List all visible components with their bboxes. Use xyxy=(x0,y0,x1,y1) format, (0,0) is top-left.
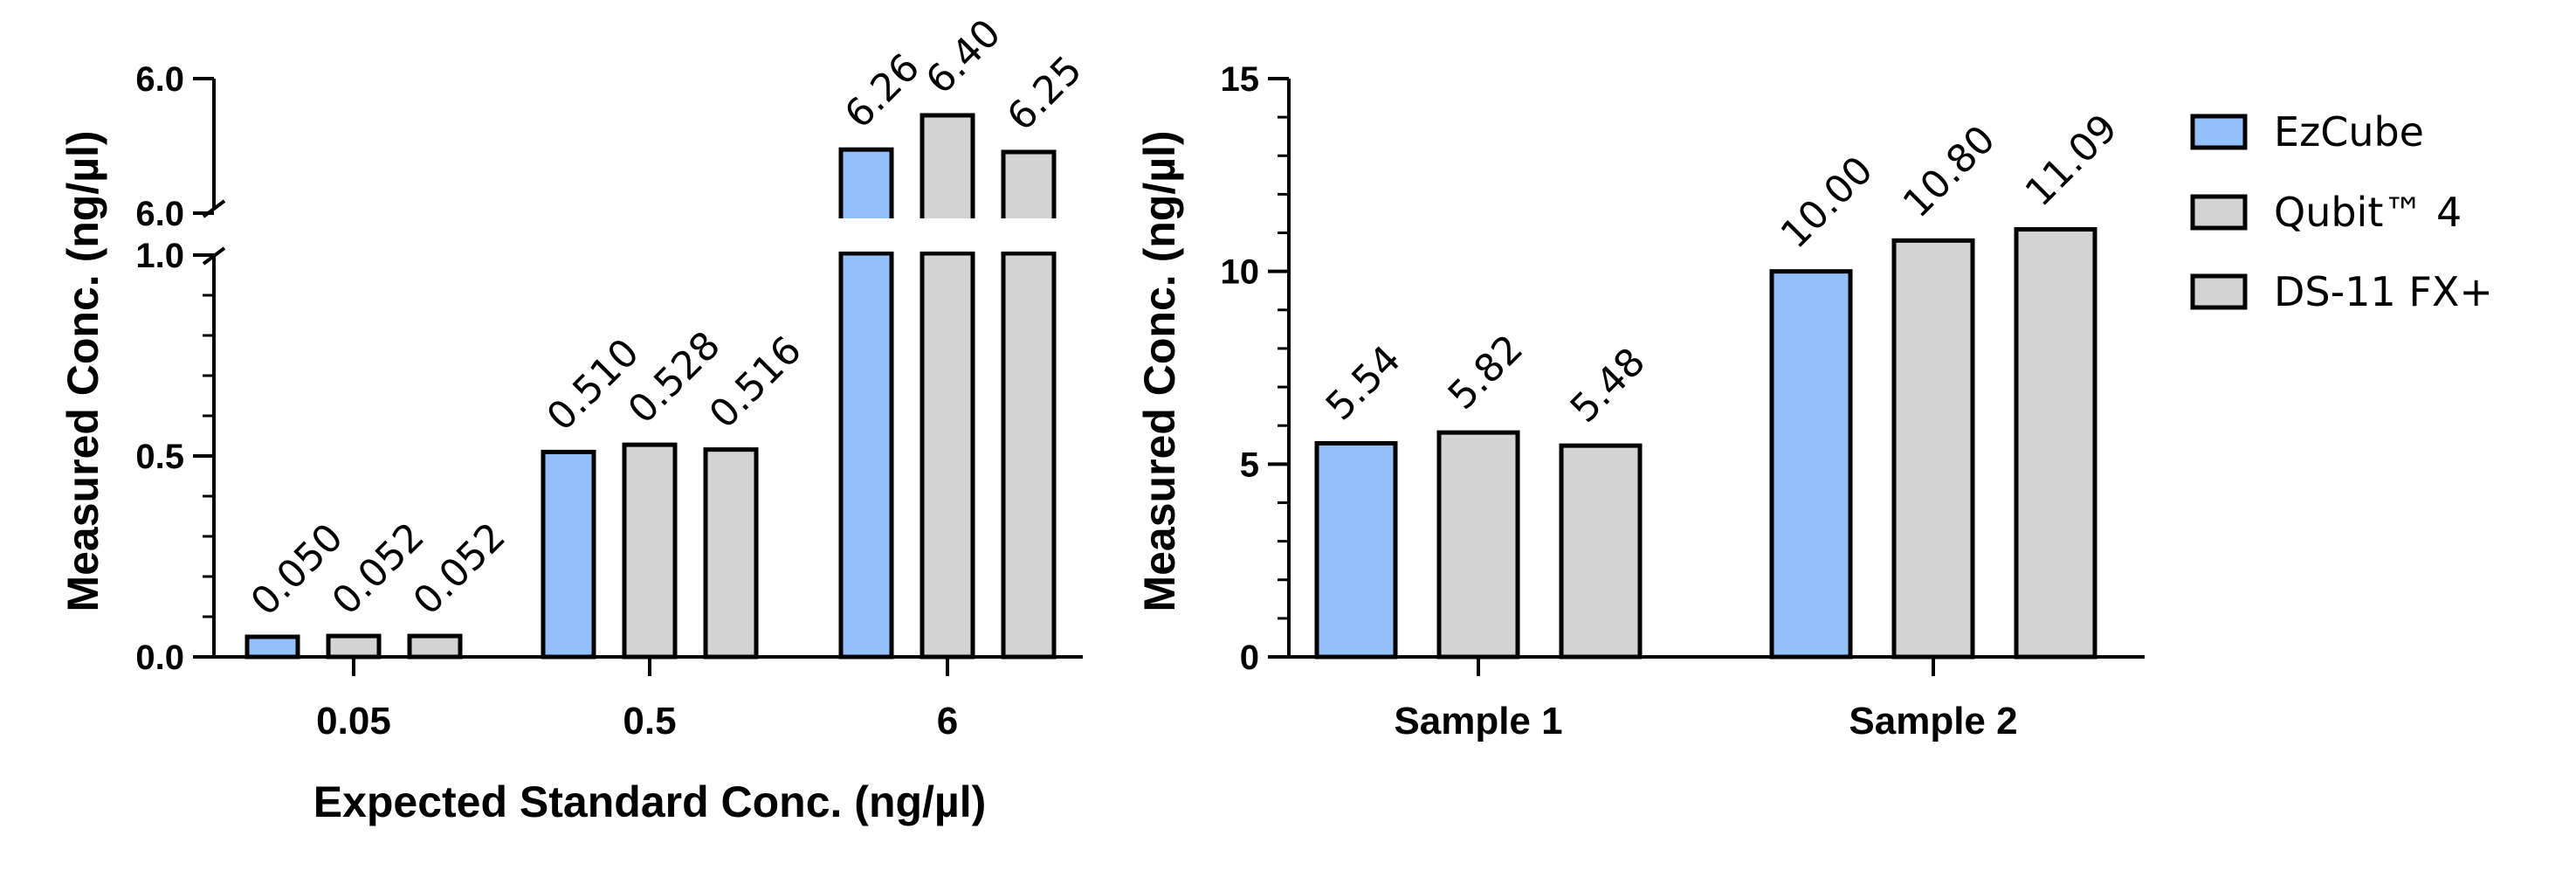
right-axes xyxy=(1268,77,2145,676)
left-y-tick-label-upper: 6.0 xyxy=(135,195,184,233)
right-category-label: Sample 1 xyxy=(1394,700,1562,742)
left-bars xyxy=(245,113,1059,660)
right-category-label: Sample 2 xyxy=(1849,700,2017,742)
left-category-label: 6 xyxy=(937,700,958,742)
bar-lower-segment xyxy=(1001,251,1057,660)
bar-upper-segment xyxy=(1001,149,1057,228)
left-y-tick-label: 0.5 xyxy=(135,438,184,476)
left-y-axis-title: Measured Conc. (ng/µl) xyxy=(59,130,107,611)
left-category-label: 0.05 xyxy=(316,700,391,742)
left-category-label: 0.5 xyxy=(623,700,676,742)
bar-upper-segment xyxy=(920,113,975,228)
bar-qubit-4 xyxy=(1891,238,1975,660)
data-label: 6.26 xyxy=(837,45,928,137)
left-category-labels: 0.05 0.5 6 xyxy=(316,700,958,742)
data-label: 6.40 xyxy=(918,10,1009,102)
left-tick-labels: 0.0 0.5 1.0 6.0 6.0 xyxy=(135,60,184,677)
bar-break-gap xyxy=(836,218,897,252)
bar-qubit-4 xyxy=(622,442,678,660)
legend: EzCube Qubit™ 4 DS-11 FX+ xyxy=(2190,108,2493,315)
data-label: 0.052 xyxy=(324,515,433,624)
right-y-axis-title: Measured Conc. (ng/µl) xyxy=(1135,130,1184,611)
bar-ezcube xyxy=(245,634,300,660)
right-data-labels: 5.54 10.00 5.82 10.80 5.48 11.09 xyxy=(1318,106,2126,432)
bar-lower-segment xyxy=(838,251,894,660)
bar-qubit-4 xyxy=(326,633,382,660)
left-x-axis-title: Expected Standard Conc. (ng/µl) xyxy=(313,777,987,826)
right-tick-labels: 0 5 10 15 xyxy=(1221,60,1260,677)
data-label: 5.82 xyxy=(1440,327,1532,418)
left-y-tick-label: 1.0 xyxy=(135,237,184,275)
bar-ds-11-fx- xyxy=(703,447,759,660)
right-y-tick-label: 5 xyxy=(1240,446,1259,484)
legend-label-qubit: Qubit™ 4 xyxy=(2274,189,2462,236)
right-category-labels: Sample 1 Sample 2 xyxy=(1394,700,2017,742)
right-y-tick-label: 10 xyxy=(1221,253,1260,292)
legend-swatch-ezcube xyxy=(2190,114,2248,150)
data-label: 5.48 xyxy=(1562,340,1654,432)
bar-upper-segment xyxy=(838,147,894,228)
data-label: 0.050 xyxy=(243,515,352,625)
data-label: 5.54 xyxy=(1318,337,1409,429)
bar-qubit-4 xyxy=(1436,430,1520,660)
data-label: 6.25 xyxy=(999,47,1091,139)
legend-swatch-ds11 xyxy=(2190,273,2248,310)
bar-ezcube xyxy=(1314,441,1398,660)
data-label: 0.510 xyxy=(539,330,648,439)
left-chart: Measured Conc. (ng/µl) Expected Standard… xyxy=(59,10,1091,826)
bar-ezcube xyxy=(541,449,596,660)
bar-ezcube xyxy=(1769,269,1853,660)
left-y-tick-label: 0.0 xyxy=(135,639,184,677)
left-y-tick-label-upper: 6.0 xyxy=(135,60,184,99)
legend-label-ds11: DS-11 FX+ xyxy=(2274,268,2493,315)
legend-swatch-qubit xyxy=(2190,194,2248,231)
data-label: 11.09 xyxy=(2017,106,2126,215)
right-y-tick-label: 15 xyxy=(1221,60,1260,99)
bar-ds-11-fx- xyxy=(2014,227,2097,660)
data-label: 10.80 xyxy=(1895,117,2004,226)
bar-ds-11-fx- xyxy=(407,633,463,660)
right-bars xyxy=(1314,227,2097,660)
right-y-tick-label: 0 xyxy=(1240,639,1259,677)
bar-lower-segment xyxy=(920,251,975,660)
legend-label-ezcube: EzCube xyxy=(2274,108,2424,155)
bar-ds-11-fx- xyxy=(1559,443,1643,660)
data-label: 0.052 xyxy=(405,515,514,624)
bar-break-gap xyxy=(998,218,1059,252)
data-label: 10.00 xyxy=(1773,148,1882,257)
bar-break-gap xyxy=(917,218,978,252)
